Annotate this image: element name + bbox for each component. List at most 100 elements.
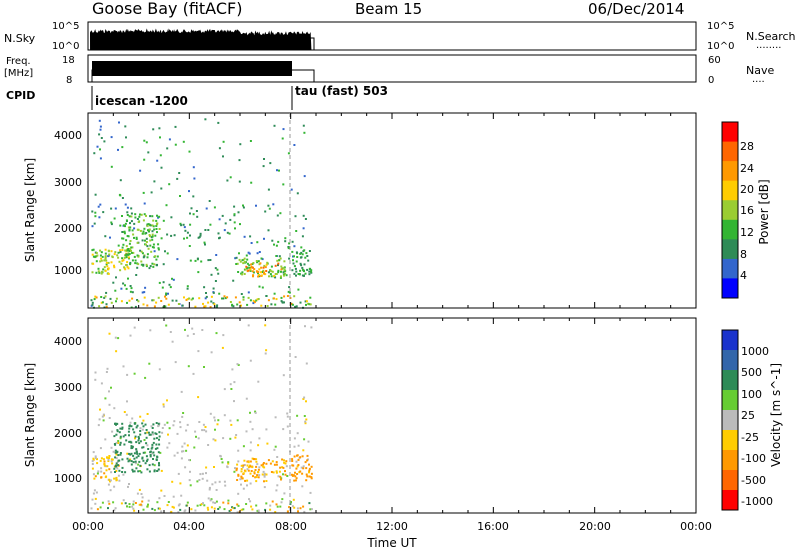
echo-cell: [265, 263, 268, 266]
echo-cell: [218, 147, 221, 150]
echo-cell: [99, 459, 102, 462]
echo-cell: [100, 137, 103, 139]
echo-cell: [146, 223, 149, 226]
echo-cell: [186, 334, 189, 337]
echo-cell: [254, 410, 257, 413]
echo-cell: [160, 510, 163, 513]
echo-cell: [272, 471, 275, 474]
echo-cell: [96, 145, 99, 148]
echo-cell: [113, 509, 116, 512]
echo-cell: [128, 242, 131, 245]
colorbar-segment: [722, 450, 738, 471]
echo-cell: [145, 442, 148, 445]
echo-cell: [139, 169, 142, 172]
echo-cell: [118, 121, 120, 124]
echo-cell: [185, 449, 188, 452]
echo-cell: [98, 133, 101, 136]
echo-cell: [235, 263, 238, 265]
echo-cell: [186, 287, 189, 290]
echo-cell: [257, 511, 260, 514]
echo-cell: [119, 441, 122, 444]
echo-cell: [205, 472, 207, 475]
echo-cell: [126, 452, 129, 455]
echo-cell: [278, 169, 280, 172]
echo-cell: [136, 452, 139, 455]
echo-cell: [96, 508, 99, 511]
echo-cell: [121, 427, 124, 430]
echo-cell: [153, 454, 156, 457]
echo-cell: [108, 468, 111, 471]
echo-cell: [132, 500, 135, 503]
echo-cell: [139, 430, 142, 432]
echo-cell: [304, 300, 307, 303]
echo-cell: [255, 465, 258, 468]
echo-cell: [247, 466, 250, 469]
echo-cell: [131, 417, 134, 420]
echo-cell: [149, 433, 152, 436]
echo-cell: [122, 473, 125, 476]
echo-cell: [132, 470, 135, 473]
echo-cell: [115, 470, 118, 472]
echo-cell: [185, 429, 188, 432]
echo-cell: [204, 297, 207, 300]
echo-cell: [109, 479, 112, 482]
echo-cell: [248, 267, 251, 269]
echo-cell: [291, 240, 294, 243]
power-cb-tick: 20: [740, 183, 754, 196]
echo-cell: [117, 454, 120, 457]
echo-cell: [280, 268, 283, 271]
echo-cell: [234, 257, 237, 260]
echo-cell: [107, 460, 110, 462]
echo-cell: [112, 281, 115, 284]
echo-cell: [151, 262, 154, 265]
echo-cell: [129, 290, 132, 293]
echo-cell: [138, 488, 141, 491]
echo-cell: [103, 472, 106, 475]
echo-cell: [150, 191, 153, 194]
echo-cell: [260, 271, 262, 274]
echo-cell: [203, 305, 206, 308]
echo-cell: [139, 415, 142, 418]
echo-cell: [216, 304, 219, 307]
date-title: 06/Dec/2014: [588, 0, 684, 18]
echo-cell: [98, 271, 101, 274]
echo-cell: [145, 455, 148, 458]
echo-cell: [177, 504, 180, 507]
echo-cell: [296, 192, 299, 195]
echo-cell: [260, 464, 263, 467]
echo-cell: [152, 243, 155, 246]
echo-cell: [144, 286, 147, 289]
echo-cell: [147, 223, 150, 226]
vel-cb-tick: 500: [741, 366, 762, 379]
echo-cell: [126, 457, 129, 460]
vel-cb-tick: 25: [741, 409, 755, 422]
power-ytick-2000: 2000: [54, 222, 82, 235]
echo-cell: [109, 489, 112, 492]
echo-cell: [91, 463, 94, 465]
echo-cell: [229, 301, 232, 303]
echo-cell: [104, 257, 107, 260]
echo-cell: [243, 257, 246, 260]
echo-cell: [255, 270, 258, 273]
echo-cell: [121, 458, 124, 461]
echo-cell: [236, 479, 239, 481]
echo-cell: [172, 506, 175, 509]
echo-cell: [270, 471, 273, 473]
echo-cell: [94, 371, 97, 374]
echo-cell: [146, 245, 149, 248]
echo-cell: [165, 293, 168, 296]
echo-cell: [258, 251, 261, 253]
echo-cell: [192, 166, 195, 169]
echo-cell: [179, 421, 182, 424]
echo-cell: [261, 473, 264, 476]
echo-cell: [227, 499, 230, 502]
echo-cell: [207, 259, 210, 262]
echo-cell: [90, 507, 93, 510]
echo-cell: [146, 505, 149, 508]
echo-cell: [151, 230, 154, 233]
echo-cell: [214, 280, 217, 282]
echo-cell: [190, 508, 193, 511]
echo-cell: [95, 296, 98, 299]
echo-cell: [294, 471, 296, 474]
echo-cell: [237, 364, 240, 366]
